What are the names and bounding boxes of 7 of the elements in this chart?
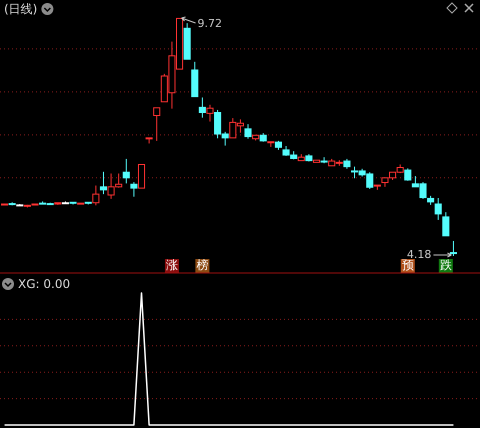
- annotation: 9.72: [198, 17, 222, 30]
- chart-title: (日线): [4, 2, 38, 16]
- chart-title: XG: 0.00: [18, 277, 70, 291]
- candlestick: [122, 158, 130, 184]
- annotation: 4.18: [406, 248, 432, 261]
- candlestick: [92, 185, 100, 206]
- candlestick: [434, 198, 442, 220]
